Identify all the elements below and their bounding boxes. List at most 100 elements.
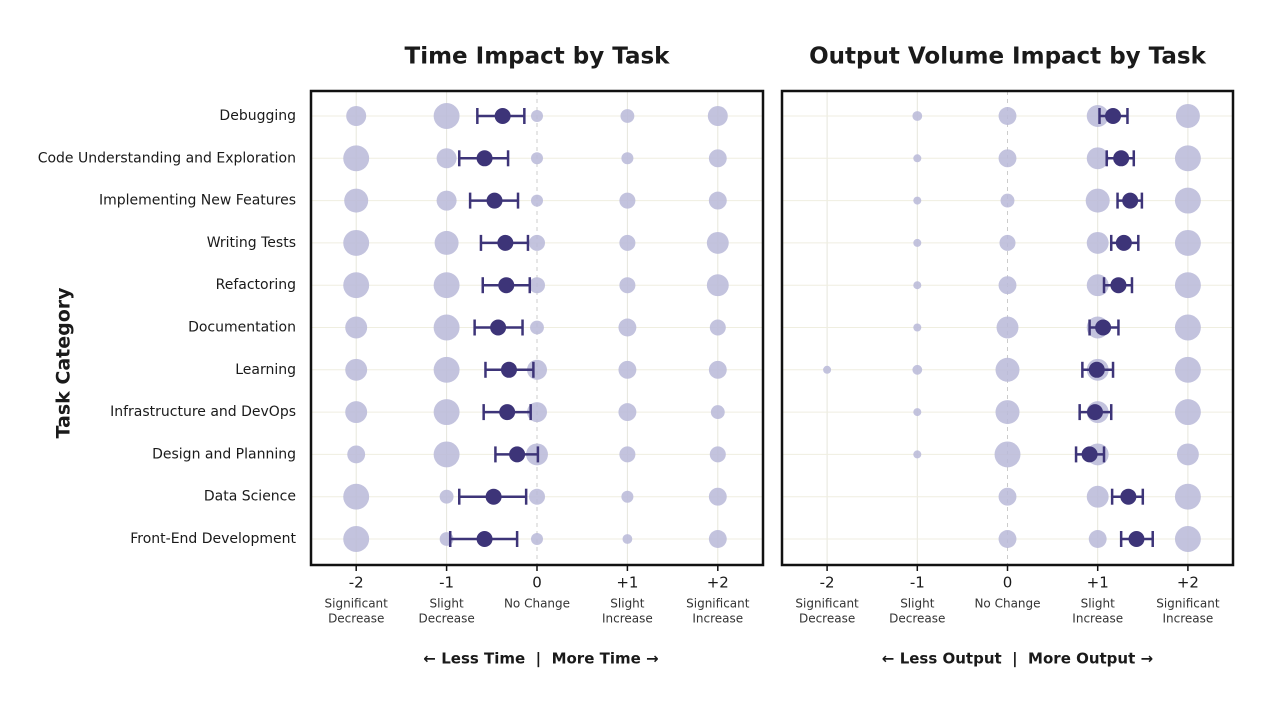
- category-label: Data Science: [204, 489, 296, 505]
- distribution-bubble: [436, 148, 457, 169]
- x-tick-description: Decrease: [889, 612, 945, 626]
- distribution-bubble: [531, 533, 543, 545]
- distribution-bubble: [619, 277, 636, 294]
- mean-dot: [1113, 150, 1130, 167]
- distribution-bubble: [708, 191, 727, 210]
- category-label: Refactoring: [216, 277, 296, 293]
- x-tick-description: Slight: [1081, 597, 1116, 611]
- mean-dot: [497, 234, 514, 251]
- x-tick-label: -2: [820, 574, 835, 592]
- x-tick-description: Increase: [692, 612, 743, 626]
- chart-title: Output Volume Impact by Task: [809, 44, 1206, 70]
- distribution-bubble: [619, 192, 636, 209]
- x-tick-description: Increase: [1072, 612, 1123, 626]
- distribution-bubble: [709, 319, 726, 336]
- distribution-bubble: [1088, 530, 1107, 548]
- distribution-bubble: [912, 111, 923, 121]
- category-label: Front-End Development: [130, 531, 296, 547]
- mean-dot: [500, 361, 517, 378]
- x-tick-label: +1: [1087, 574, 1109, 592]
- x-tick-description: Slight: [610, 597, 645, 611]
- y-axis-label: Task Category: [53, 287, 75, 439]
- distribution-bubble: [621, 152, 634, 165]
- distribution-bubble: [1174, 272, 1201, 299]
- mean-dot: [485, 488, 502, 505]
- distribution-bubble: [823, 365, 832, 374]
- distribution-bubble: [1174, 356, 1201, 383]
- x-tick-label: -2: [349, 574, 364, 592]
- distribution-bubble: [529, 277, 545, 294]
- x-tick-description: Significant: [686, 597, 750, 611]
- category-label: Code Understanding and Exploration: [38, 150, 296, 166]
- distribution-bubble: [529, 488, 545, 505]
- distribution-bubble: [1174, 526, 1201, 552]
- distribution-bubble: [621, 490, 634, 503]
- distribution-bubble: [1086, 147, 1109, 170]
- x-tick-description: Increase: [1163, 612, 1214, 626]
- x-tick-description: Significant: [1156, 597, 1220, 611]
- distribution-bubble: [995, 357, 1020, 382]
- distribution-bubble: [344, 188, 369, 213]
- distribution-bubble: [913, 281, 922, 290]
- distribution-bubble: [343, 145, 370, 172]
- x-tick-description: Slight: [429, 597, 464, 611]
- distribution-bubble: [618, 318, 637, 337]
- distribution-bubble: [433, 441, 460, 468]
- distribution-bubble: [998, 107, 1017, 125]
- category-label: Learning: [235, 362, 296, 378]
- distribution-bubble: [1174, 314, 1201, 341]
- distribution-bubble: [619, 446, 636, 463]
- distribution-bubble: [996, 316, 1019, 339]
- distribution-bubble: [531, 194, 543, 207]
- category-label: Design and Planning: [152, 446, 296, 462]
- distribution-bubble: [708, 149, 727, 168]
- distribution-bubble: [1086, 485, 1109, 508]
- distribution-bubble: [995, 400, 1020, 425]
- distribution-bubble: [708, 487, 727, 506]
- mean-dot: [1120, 488, 1137, 505]
- mean-dot: [499, 404, 516, 421]
- distribution-bubble: [998, 149, 1017, 168]
- distribution-bubble: [1176, 443, 1199, 466]
- category-label: Writing Tests: [207, 235, 296, 251]
- mean-dot: [509, 446, 526, 463]
- x-tick-description: Significant: [795, 597, 859, 611]
- distribution-bubble: [531, 110, 543, 122]
- distribution-bubble: [529, 234, 545, 251]
- mean-dot: [1115, 234, 1132, 251]
- x-tick-description: Decrease: [799, 612, 855, 626]
- distribution-bubble: [1174, 187, 1201, 214]
- x-tick-description: Increase: [602, 612, 653, 626]
- distribution-bubble: [710, 405, 725, 420]
- distribution-bubble: [618, 403, 637, 422]
- x-tick-description: No Change: [504, 597, 570, 611]
- x-axis-label: ← Less Output | More Output →: [882, 650, 1153, 669]
- distribution-bubble: [1000, 193, 1015, 208]
- distribution-bubble: [618, 360, 637, 379]
- distribution-bubble: [709, 446, 726, 463]
- x-tick-description: No Change: [974, 597, 1040, 611]
- x-tick-description: Significant: [325, 597, 389, 611]
- distribution-bubble: [343, 229, 370, 256]
- mean-dot: [486, 192, 503, 209]
- distribution-bubble: [998, 276, 1017, 295]
- distribution-bubble: [436, 190, 457, 211]
- mean-dot: [498, 277, 515, 294]
- x-tick-label: +2: [1177, 574, 1199, 592]
- distribution-bubble: [343, 272, 370, 299]
- distribution-bubble: [345, 401, 368, 424]
- distribution-bubble: [433, 356, 460, 383]
- mean-dot: [476, 531, 493, 547]
- distribution-bubble: [527, 402, 547, 423]
- distribution-bubble: [998, 530, 1017, 548]
- x-axis-label: ← Less Time | More Time →: [423, 650, 658, 669]
- distribution-bubble: [706, 274, 729, 297]
- mean-dot: [1128, 531, 1145, 547]
- mean-dot: [476, 150, 493, 167]
- distribution-bubble: [1174, 229, 1201, 256]
- x-tick-label: 0: [532, 574, 542, 592]
- x-tick-label: -1: [439, 574, 454, 592]
- mean-dot: [1095, 319, 1112, 336]
- distribution-bubble: [439, 489, 454, 504]
